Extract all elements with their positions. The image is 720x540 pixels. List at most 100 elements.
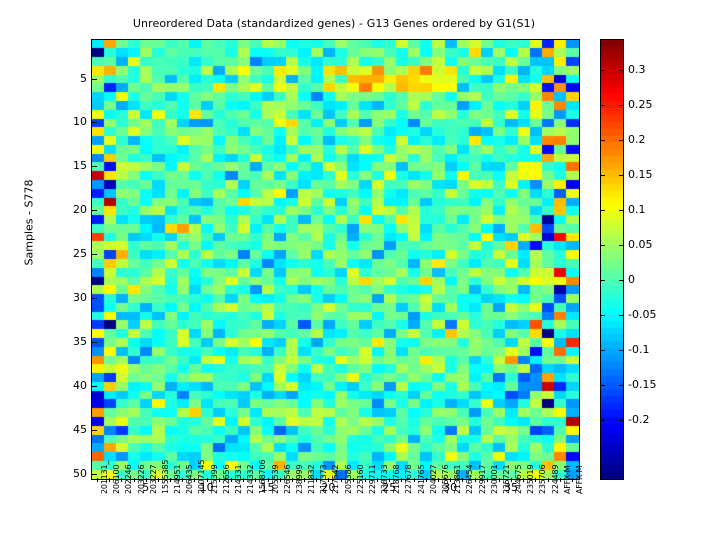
x-axis-gene-label: 241765: [416, 464, 426, 494]
x-axis-gene-label: 215399: [209, 464, 219, 494]
x-axis-gene-label: 202246: [124, 464, 134, 494]
x-axis-tick-mark: [559, 478, 561, 482]
x-axis-gene-label: 226454: [465, 464, 475, 494]
colorbar-tick-mark-left: [600, 209, 605, 211]
x-axis-gene-label: 230001: [489, 464, 499, 494]
colorbar-tick-mark-left: [600, 279, 605, 281]
x-axis-tick-mark: [571, 478, 573, 482]
y-axis-tick-mark: [92, 166, 97, 168]
x-axis-tick-label: 30: [443, 481, 458, 494]
colorbar-tick-mark-right: [619, 384, 624, 386]
x-axis-gene-label: 218768: [392, 464, 402, 494]
colorbar-tick-mark-right: [619, 139, 624, 141]
y-axis-tick-label: 25: [73, 247, 87, 261]
x-axis-gene-label: 226546: [282, 464, 292, 494]
y-axis-tick-label: 20: [73, 203, 87, 217]
x-axis-gene-labels: 201131_ 206100 202246 203226 203227 1555385 21…: [91, 460, 584, 540]
x-axis-tick-mark: [97, 478, 99, 482]
colorbar-ticks: 0.3 0.25 0.2 0.15 0.1 0.05 0 -0.05 -0.1 -0.15 -0.2: [600, 39, 680, 480]
x-axis-gene-label: 229711: [367, 464, 377, 494]
x-axis-tick-mark: [401, 478, 403, 482]
chart-title: Unreordered Data (standardized genes) - …: [132, 17, 536, 30]
x-axis-tick-label: 10: [199, 481, 214, 494]
x-axis-tick-label: 20: [321, 481, 336, 494]
x-axis-gene-label: 244675: [514, 464, 524, 494]
x-axis-tick-mark: [157, 478, 159, 482]
y-axis-tick-mark: [92, 254, 97, 256]
x-axis-gene-label: 235706: [538, 464, 548, 494]
colorbar-gradient: [601, 40, 623, 479]
x-axis-gene-label: 211832: [307, 464, 317, 494]
x-axis-tick-mark: [182, 478, 184, 482]
x-axis-tick-mark: [255, 478, 257, 482]
y-axis-tick-mark: [92, 341, 97, 343]
x-axis-tick-mark: [535, 478, 537, 482]
x-axis-gene-label: 217542: [331, 464, 341, 494]
x-axis-gene-label: 227678: [404, 464, 414, 494]
x-axis-gene-label: 203226: [136, 464, 146, 494]
x-axis-tick-label: 35: [504, 481, 519, 494]
x-axis-tick-mark: [352, 478, 354, 482]
x-axis-tick-mark: [304, 478, 306, 482]
colorbar-tick-label: 0.1: [628, 202, 646, 216]
x-axis-gene-label: AFFX-M: [562, 465, 572, 494]
x-axis-tick-mark: [511, 478, 513, 482]
x-axis-tick-mark: [231, 478, 232, 482]
colorbar-tick-label: -0.1: [628, 342, 650, 356]
x-axis-gene-label: 213861: [453, 464, 463, 494]
x-axis-tick-mark: [486, 478, 488, 482]
x-axis-tick-mark: [170, 478, 172, 482]
y-axis-tick-label: 10: [73, 115, 87, 129]
x-axis-gene-label: 214331: [234, 464, 243, 494]
y-axis-tick-label: 5: [80, 71, 87, 85]
colorbar-tick-mark-right: [619, 349, 624, 351]
x-axis-gene-label: 2007145: [197, 459, 207, 494]
x-axis-gene-label: 217373: [319, 464, 329, 494]
x-axis-tick-mark: [547, 478, 549, 482]
y-axis-tick-label: 40: [73, 378, 87, 392]
colorbar-tick-label: -0.05: [628, 307, 657, 321]
x-axis-tick-mark: [121, 478, 123, 482]
colorbar-tick-mark-right: [619, 174, 624, 176]
x-axis-gene-label: 205539: [270, 464, 280, 494]
x-axis-gene-label: 1555385: [160, 459, 170, 494]
colorbar-tick-mark-right: [619, 279, 624, 281]
x-axis-tick-mark: [340, 478, 342, 482]
y-axis-tick-mark: [92, 210, 97, 212]
x-axis-tick-label: 5: [142, 481, 150, 494]
x-axis-tick-mark: [194, 478, 196, 482]
y-axis-tick-mark: [92, 473, 97, 475]
x-axis-tick-mark: [498, 478, 500, 482]
x-axis-tick-mark: [316, 478, 318, 482]
x-axis-gene-label: 203227: [148, 464, 158, 494]
x-axis-tick-mark: [328, 478, 330, 482]
colorbar-tick-mark-left: [600, 104, 605, 106]
x-axis-gene-label: 214951: [173, 464, 183, 494]
colorbar-tick-mark-right: [619, 209, 624, 211]
x-axis-gene-label: 206100: [112, 464, 122, 494]
x-axis-gene-label: 229917: [477, 464, 487, 494]
x-axis-gene-label: 238999: [294, 464, 304, 494]
y-axis-tick-label: 45: [73, 422, 87, 436]
x-axis-tick-mark: [413, 478, 415, 482]
x-axis-tick-mark: [523, 478, 525, 482]
heatmap-image: [92, 40, 579, 479]
x-axis-tick-label: 25: [382, 481, 397, 494]
x-axis-gene-label: 224489: [550, 464, 560, 494]
y-axis-tick-label: 30: [73, 291, 87, 304]
x-axis-tick-mark: [462, 478, 464, 482]
x-axis-tick-mark: [474, 478, 476, 482]
colorbar-tick-mark-right: [619, 314, 624, 316]
x-axis-tick-mark: [206, 478, 208, 482]
colorbar: [600, 39, 624, 480]
colorbar-tick-mark-left: [600, 69, 605, 71]
colorbar-tick-mark-left: [600, 244, 605, 246]
colorbar-tick-label: 0.15: [628, 167, 653, 181]
x-axis-gene-label: 235019: [526, 464, 536, 494]
x-axis-tick-mark: [425, 478, 427, 482]
x-axis-gene-label: 235721: [501, 464, 511, 494]
x-axis-tick-mark: [109, 478, 111, 482]
colorbar-tick-mark-left: [600, 139, 605, 141]
x-axis-tick-mark: [218, 478, 220, 482]
